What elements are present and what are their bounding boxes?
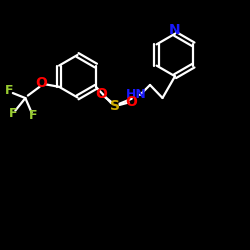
Text: HN: HN [126,88,146,101]
Text: O: O [36,76,48,90]
Text: F: F [8,106,17,120]
Text: O: O [95,87,107,101]
Text: F: F [5,84,13,97]
Text: F: F [28,109,37,122]
Text: S: S [110,99,120,113]
Text: N: N [169,23,181,37]
Text: O: O [125,96,137,110]
